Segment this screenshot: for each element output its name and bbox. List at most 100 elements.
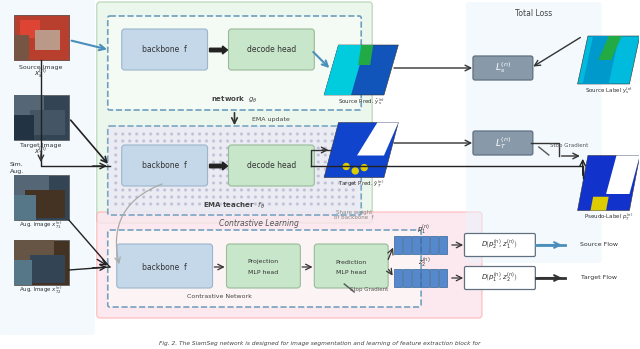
Text: Source Flow: Source Flow: [580, 243, 618, 247]
Circle shape: [234, 175, 236, 177]
Circle shape: [296, 189, 298, 191]
Circle shape: [150, 175, 152, 177]
Circle shape: [191, 203, 193, 205]
Circle shape: [268, 140, 271, 142]
Text: $x_s^{(n)}$: $x_s^{(n)}$: [35, 66, 47, 80]
Circle shape: [129, 189, 131, 191]
Circle shape: [212, 133, 214, 135]
FancyBboxPatch shape: [97, 212, 482, 318]
Circle shape: [234, 189, 236, 191]
Text: Target Flow: Target Flow: [580, 275, 617, 281]
Circle shape: [261, 182, 264, 184]
Circle shape: [129, 175, 131, 177]
FancyBboxPatch shape: [116, 244, 212, 288]
Circle shape: [220, 154, 221, 156]
Circle shape: [129, 168, 131, 170]
Circle shape: [303, 196, 305, 198]
Circle shape: [310, 175, 312, 177]
FancyBboxPatch shape: [473, 131, 533, 155]
Circle shape: [164, 168, 166, 170]
Circle shape: [324, 154, 326, 156]
Text: decode head: decode head: [247, 162, 296, 171]
Circle shape: [136, 175, 138, 177]
Circle shape: [310, 154, 312, 156]
FancyBboxPatch shape: [228, 29, 314, 70]
Circle shape: [178, 196, 180, 198]
Circle shape: [289, 196, 291, 198]
Circle shape: [234, 182, 236, 184]
Circle shape: [310, 189, 312, 191]
Bar: [14, 95, 44, 120]
Circle shape: [268, 175, 271, 177]
FancyBboxPatch shape: [108, 126, 361, 215]
Circle shape: [289, 140, 291, 142]
Circle shape: [248, 203, 250, 205]
Circle shape: [345, 154, 348, 156]
Circle shape: [178, 203, 180, 205]
Circle shape: [227, 189, 228, 191]
Circle shape: [129, 161, 131, 163]
Circle shape: [205, 133, 207, 135]
Circle shape: [317, 133, 319, 135]
Circle shape: [115, 203, 116, 205]
Circle shape: [227, 196, 228, 198]
Bar: [430, 269, 438, 287]
Text: $p_1^{(n)}$: $p_1^{(n)}$: [417, 223, 431, 237]
Circle shape: [164, 133, 166, 135]
Circle shape: [261, 147, 264, 149]
Text: Source Label $y_s^{(n)}$: Source Label $y_s^{(n)}$: [585, 86, 632, 96]
Circle shape: [227, 161, 228, 163]
Circle shape: [178, 189, 180, 191]
Circle shape: [136, 133, 138, 135]
Circle shape: [150, 182, 152, 184]
Circle shape: [227, 175, 228, 177]
Circle shape: [136, 196, 138, 198]
Circle shape: [352, 161, 354, 163]
Circle shape: [191, 196, 193, 198]
Circle shape: [122, 168, 124, 170]
Circle shape: [198, 182, 200, 184]
Circle shape: [296, 140, 298, 142]
Circle shape: [115, 133, 116, 135]
Circle shape: [275, 161, 277, 163]
Circle shape: [261, 175, 264, 177]
Circle shape: [345, 133, 348, 135]
Circle shape: [198, 161, 200, 163]
Text: $L_s^{(n)}$: $L_s^{(n)}$: [495, 60, 511, 75]
Circle shape: [261, 203, 264, 205]
Circle shape: [227, 168, 228, 170]
Text: Fig. 2. The SiamSeg network is designed for image segmentation and learning of f: Fig. 2. The SiamSeg network is designed …: [159, 341, 480, 346]
Text: Total Loss: Total Loss: [515, 8, 552, 17]
Circle shape: [122, 140, 124, 142]
Circle shape: [143, 182, 145, 184]
Circle shape: [261, 196, 264, 198]
Circle shape: [234, 154, 236, 156]
Circle shape: [345, 147, 348, 149]
Circle shape: [184, 168, 187, 170]
Circle shape: [261, 133, 264, 135]
Circle shape: [339, 175, 340, 177]
Circle shape: [171, 196, 173, 198]
FancyBboxPatch shape: [108, 16, 361, 110]
Circle shape: [212, 168, 214, 170]
Circle shape: [171, 203, 173, 205]
Circle shape: [178, 133, 180, 135]
Circle shape: [220, 140, 221, 142]
Text: EMA teacher  $f_θ$: EMA teacher $f_θ$: [204, 201, 266, 211]
Circle shape: [164, 175, 166, 177]
Circle shape: [157, 140, 159, 142]
Bar: [439, 269, 447, 287]
Circle shape: [164, 189, 166, 191]
Bar: [14, 195, 36, 220]
Circle shape: [205, 175, 207, 177]
Circle shape: [191, 168, 193, 170]
Circle shape: [178, 140, 180, 142]
Circle shape: [122, 147, 124, 149]
Circle shape: [296, 168, 298, 170]
Text: network  $g_θ$: network $g_θ$: [211, 95, 258, 105]
Text: MLP head: MLP head: [248, 269, 278, 275]
Circle shape: [178, 175, 180, 177]
Bar: [430, 236, 438, 254]
Text: $D\!\left(p_1^{(n)}\!,z_2^{(n)}\right)$: $D\!\left(p_1^{(n)}\!,z_2^{(n)}\right)$: [481, 271, 518, 285]
Circle shape: [282, 161, 284, 163]
